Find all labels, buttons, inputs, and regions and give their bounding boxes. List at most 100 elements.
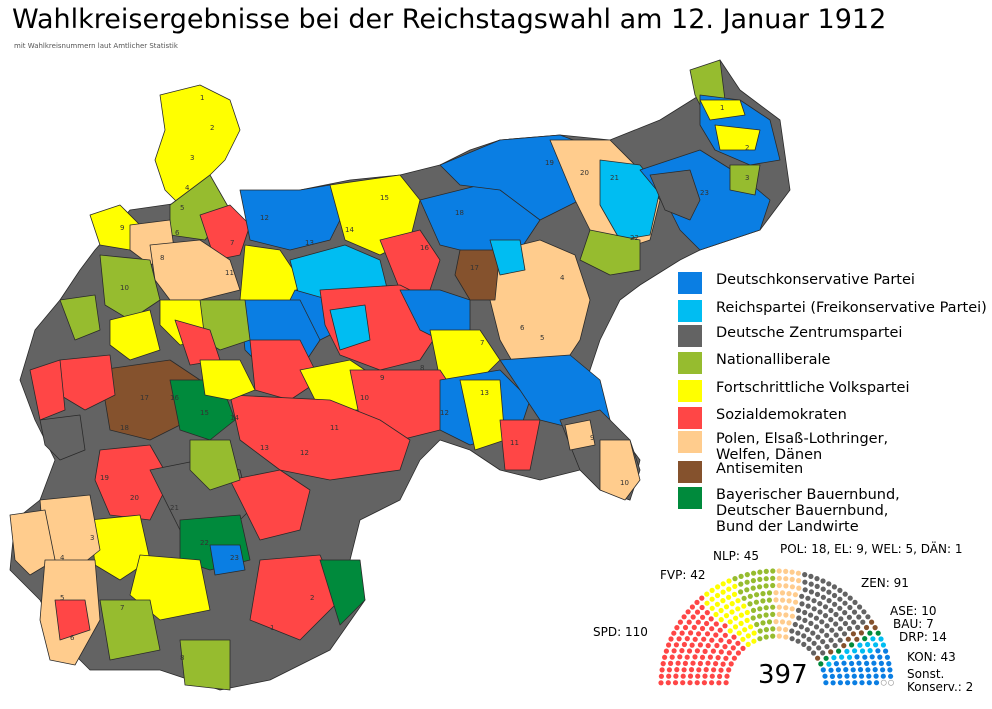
seat-zentrum (811, 606, 817, 612)
region-schneidemuehl (489, 239, 526, 276)
seat-zentrum (828, 607, 834, 614)
seat-zentrum (795, 607, 802, 614)
seat-fortschritt (704, 591, 710, 597)
seat-reichspartei (880, 642, 887, 648)
district-number: 17 (140, 394, 149, 402)
seat-zentrum (837, 637, 843, 643)
district-number: 12 (300, 449, 309, 457)
seat-zentrum (860, 619, 866, 625)
seat-zentrum (822, 604, 829, 610)
seat-reichspartei (865, 641, 871, 648)
seat-spd (723, 680, 729, 686)
seat-antisemiten (845, 636, 851, 642)
seat-spd (715, 655, 721, 661)
seat-zentrum (856, 614, 862, 620)
seat-nationalliberale (766, 590, 773, 596)
district-number: 3 (90, 534, 94, 542)
seat-zentrum (824, 632, 830, 638)
district-number: 20 (130, 494, 139, 502)
seat-zentrum (833, 611, 839, 618)
seat-zentrum (805, 603, 811, 609)
region-hannover-welfen (149, 239, 241, 301)
seat-konservative (880, 673, 886, 679)
seat-spd (681, 614, 687, 620)
seat-nationalliberale (763, 583, 769, 589)
seat-fortschritt (713, 611, 719, 618)
district-number: 22 (630, 234, 639, 242)
seat-zentrum (817, 601, 823, 607)
seat-zentrum (846, 614, 853, 620)
seat-zentrum (831, 592, 838, 599)
seat-zentrum (822, 613, 829, 619)
region-lindau (179, 639, 231, 691)
seat-total: 397 (758, 660, 808, 690)
seat-spd (705, 660, 711, 666)
seat-konservative (873, 673, 879, 679)
seat-minderheiten (789, 576, 795, 583)
seat-konservative (845, 680, 851, 686)
seat-konservative (844, 673, 850, 679)
legend-label: Reichspartei (Freikonservative Partei) (716, 300, 987, 316)
seat-konservative (843, 667, 849, 673)
seat-spd (705, 643, 711, 649)
district-number: 4 (60, 554, 65, 562)
seat-spd (679, 630, 685, 636)
seat-sonstige (880, 679, 887, 686)
seat-minderheiten (773, 597, 779, 603)
legend-swatch (678, 431, 702, 453)
seat-spd (711, 667, 717, 673)
seat-spd (702, 648, 708, 655)
district-number: 3 (745, 174, 749, 182)
seat-spd (676, 636, 682, 642)
seat-spd (665, 680, 671, 686)
district-number: 13 (260, 444, 269, 452)
seat-minderheiten (783, 627, 789, 633)
seat-spd (666, 673, 672, 679)
seat-zentrum (826, 598, 832, 604)
seat-zentrum (799, 601, 805, 607)
seat-konservative (854, 654, 860, 660)
seat-zentrum (801, 633, 807, 639)
district-number: 16 (420, 244, 429, 252)
legend-swatch (678, 272, 702, 294)
district-number: 14 (345, 226, 354, 234)
seat-konservative (883, 648, 889, 654)
seat-minderheiten (773, 590, 779, 596)
seat-spd (692, 654, 698, 660)
district-number: 4 (560, 274, 565, 282)
seat-spd (682, 660, 689, 667)
seat-konservative (833, 661, 840, 667)
seat-fortschritt (744, 617, 750, 624)
district-number: 2 (310, 594, 314, 602)
seat-konservative (849, 660, 855, 667)
district-number: 12 (440, 409, 449, 417)
seat-spd (713, 632, 719, 638)
seat-fortschritt (709, 605, 715, 611)
seat-konservative (884, 654, 891, 660)
district-number: 15 (200, 409, 209, 417)
seat-spd (679, 648, 685, 654)
district-number: 19 (545, 159, 554, 167)
legend-item-minderheiten: Polen, Elsaß-Lothringer, Welfen, Dänen (678, 431, 888, 463)
seat-zentrum (837, 626, 843, 632)
seat-zentrum (795, 630, 801, 636)
seat-antisemiten (815, 655, 821, 661)
seat-spd (668, 660, 674, 667)
seat-zentrum (820, 650, 826, 656)
region-kassel (199, 359, 256, 401)
region-baden-south (99, 599, 161, 661)
seat-spd (671, 630, 677, 636)
region-westfalen (109, 309, 161, 361)
seat-spd (724, 673, 730, 679)
seat-minderheiten (796, 585, 802, 591)
district-number: 18 (120, 424, 129, 432)
seat-spd (723, 655, 729, 661)
seat-fortschritt (714, 601, 721, 607)
seat-fortschritt (736, 630, 742, 636)
seat-zentrum (820, 639, 826, 645)
seat-antisemiten (869, 619, 875, 625)
seat-zentrum (819, 619, 825, 625)
seat-nationalliberale (738, 573, 744, 580)
seat-spd (722, 623, 728, 629)
